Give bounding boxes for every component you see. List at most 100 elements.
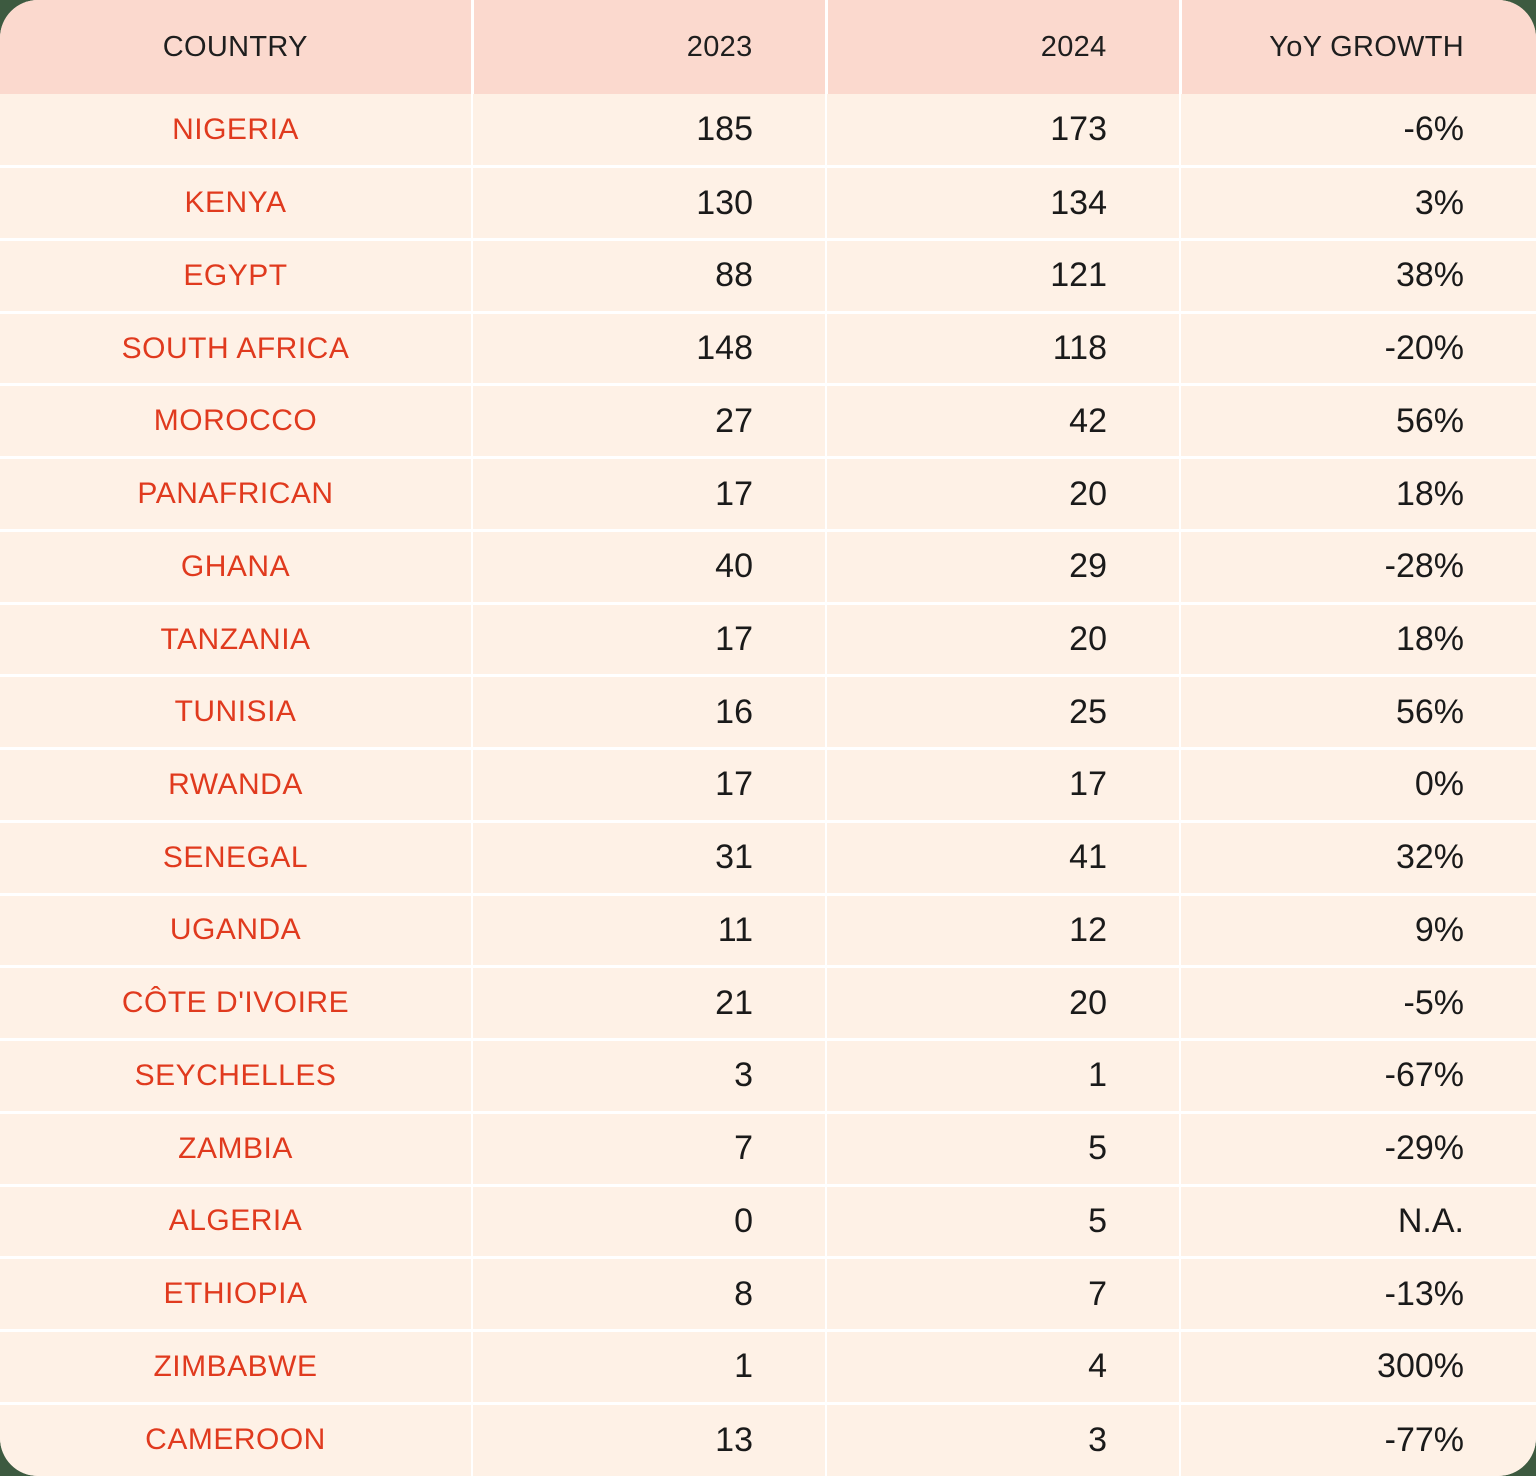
yoy-growth-cell: -67% — [1180, 1038, 1536, 1113]
yoy-growth-cell: -20% — [1180, 310, 1536, 385]
yoy-growth-cell: 56% — [1180, 383, 1536, 458]
yoy-growth-cell: -5% — [1180, 965, 1536, 1040]
table-row: ZIMBABWE 1 4 300% — [0, 1328, 1536, 1404]
table-row: KENYA 130 134 3% — [0, 165, 1536, 240]
yoy-growth-cell: -6% — [1403, 110, 1464, 149]
header-country: COUNTRY — [0, 0, 474, 94]
value-2023-cell: 27 — [472, 383, 827, 458]
header-row: COUNTRY 2023 2024 YoY GROWTH — [0, 0, 1536, 94]
country-cell: TUNISIA — [0, 674, 473, 749]
value-2024-cell: 41 — [826, 819, 1181, 895]
value-2023-cell: 3 — [472, 1038, 827, 1113]
value-2023-cell: 130 — [472, 165, 827, 240]
value-2023-cell: 148 — [472, 310, 827, 385]
table-row: MOROCCO 27 42 56% — [0, 383, 1536, 458]
value-2023-cell: 11 — [472, 892, 827, 967]
country-cell: EGYPT — [0, 237, 473, 313]
country-cell: ETHIOPIA — [0, 1256, 473, 1331]
header-yoy-growth: YoY GROWTH — [1269, 30, 1464, 63]
country-cell: ZAMBIA — [0, 1110, 473, 1186]
value-2023-cell: 17 — [472, 601, 827, 676]
country-cell: KENYA — [0, 165, 473, 240]
value-2023-cell: 17 — [472, 456, 827, 531]
value-2023-cell: 0 — [472, 1183, 827, 1258]
table-row: RWANDA 17 17 0% — [0, 747, 1536, 822]
table-row: CÔTE D'IVOIRE 21 20 -5% — [0, 965, 1536, 1040]
table-row: SOUTH AFRICA 148 118 -20% — [0, 310, 1536, 385]
value-2024-cell: 29 — [826, 528, 1181, 604]
table-row: TANZANIA 17 20 18% — [0, 601, 1536, 676]
country-cell: ALGERIA — [0, 1183, 473, 1258]
table-row: CAMEROON 13 3 -77% — [0, 1401, 1536, 1476]
value-2023-cell: 88 — [472, 237, 827, 313]
value-2024-cell: 134 — [826, 165, 1181, 240]
value-2024-cell: 12 — [826, 892, 1181, 967]
value-2023-cell: 13 — [472, 1401, 827, 1476]
yoy-growth-cell: 18% — [1180, 601, 1536, 676]
value-2024-cell: 7 — [826, 1256, 1181, 1331]
yoy-growth-cell: -13% — [1180, 1256, 1536, 1331]
table-row: SENEGAL 31 41 32% — [0, 819, 1536, 895]
yoy-growth-cell: -29% — [1180, 1110, 1536, 1186]
table-header: COUNTRY 2023 2024 YoY GROWTH — [0, 0, 1536, 94]
value-2024-cell: 25 — [826, 674, 1181, 749]
table-row: UGANDA 11 12 9% — [0, 892, 1536, 967]
table-row: ZAMBIA 7 5 -29% — [0, 1110, 1536, 1186]
country-cell: SOUTH AFRICA — [0, 310, 473, 385]
country-cell: MOROCCO — [0, 383, 473, 458]
value-2024-cell: 118 — [826, 310, 1181, 385]
table-row: TUNISIA 16 25 56% — [0, 674, 1536, 749]
value-2024-cell: 3 — [826, 1401, 1181, 1476]
value-2024-cell: 173 — [826, 94, 1181, 167]
yoy-growth-cell: -77% — [1180, 1401, 1536, 1476]
value-2024-cell: 4 — [826, 1328, 1181, 1404]
country-cell: UGANDA — [0, 892, 473, 967]
table-body: NIGERIA 185 173 -6% KENYA 130 134 3% EGYPT 88 121 3… — [0, 94, 1536, 1476]
value-2024-cell: 42 — [826, 383, 1181, 458]
yoy-growth-cell: N.A. — [1180, 1183, 1536, 1258]
value-2023-cell: 185 — [472, 94, 827, 167]
table-row: EGYPT 88 121 38% — [0, 237, 1536, 313]
value-2024-cell: 20 — [826, 601, 1181, 676]
header-2024: 2024 — [826, 0, 1182, 94]
yoy-growth-cell: 0% — [1180, 747, 1536, 822]
value-2024-cell: 1 — [826, 1038, 1181, 1113]
value-2023-cell: 7 — [472, 1110, 827, 1186]
country-cell: RWANDA — [0, 747, 473, 822]
header-2023: 2023 — [472, 0, 828, 94]
table-row: ALGERIA 0 5 N.A. — [0, 1183, 1536, 1258]
yoy-growth-cell: 300% — [1180, 1328, 1536, 1404]
value-2023-cell: 8 — [472, 1256, 827, 1331]
country-cell: CAMEROON — [0, 1401, 473, 1476]
value-2024-cell: 5 — [826, 1183, 1181, 1258]
yoy-growth-cell: 3% — [1180, 165, 1536, 240]
table-row: ETHIOPIA 8 7 -13% — [0, 1256, 1536, 1331]
yoy-growth-cell: 9% — [1180, 892, 1536, 967]
country-cell: PANAFRICAN — [0, 456, 473, 531]
value-2024-cell: 5 — [826, 1110, 1181, 1186]
country-cell: SEYCHELLES — [0, 1038, 473, 1113]
yoy-growth-cell: 38% — [1180, 237, 1536, 313]
country-cell: NIGERIA — [0, 94, 473, 167]
value-2024-cell: 121 — [826, 237, 1181, 313]
yoy-growth-cell: 32% — [1180, 819, 1536, 895]
table-row: GHANA 40 29 -28% — [0, 528, 1536, 604]
value-2023-cell: 17 — [472, 747, 827, 822]
country-cell: TANZANIA — [0, 601, 473, 676]
yoy-growth-cell: 18% — [1180, 456, 1536, 531]
country-cell: SENEGAL — [0, 819, 473, 895]
value-2023-cell: 31 — [472, 819, 827, 895]
yoy-growth-cell: 56% — [1180, 674, 1536, 749]
value-2024-cell: 17 — [826, 747, 1181, 822]
table-row: SEYCHELLES 3 1 -67% — [0, 1038, 1536, 1113]
country-cell: ZIMBABWE — [0, 1328, 473, 1404]
value-2023-cell: 1 — [472, 1328, 827, 1404]
table-row: PANAFRICAN 17 20 18% — [0, 456, 1536, 531]
country-cell: CÔTE D'IVOIRE — [0, 965, 473, 1040]
country-cell: GHANA — [0, 528, 473, 604]
value-2023-cell: 40 — [472, 528, 827, 604]
value-2024-cell: 20 — [826, 965, 1181, 1040]
yoy-growth-cell: -28% — [1180, 528, 1536, 604]
